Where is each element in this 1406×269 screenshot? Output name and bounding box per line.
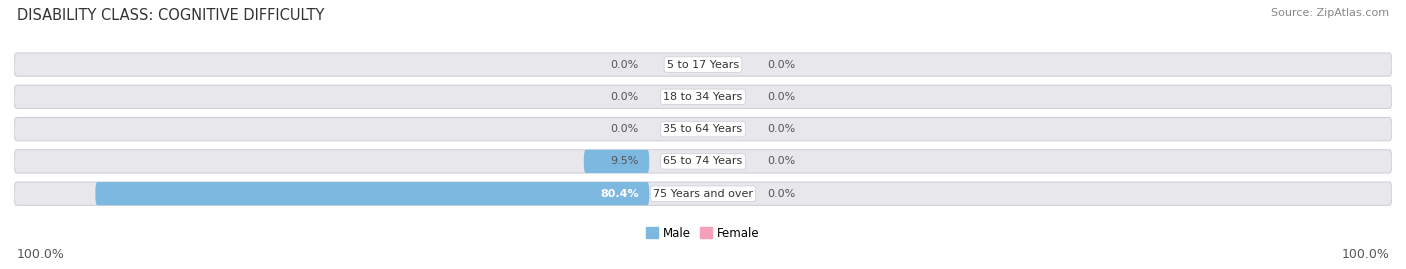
Text: 100.0%: 100.0% [17, 248, 65, 261]
Text: DISABILITY CLASS: COGNITIVE DIFFICULTY: DISABILITY CLASS: COGNITIVE DIFFICULTY [17, 8, 325, 23]
FancyBboxPatch shape [14, 53, 1392, 76]
Text: 100.0%: 100.0% [1341, 248, 1389, 261]
Text: 80.4%: 80.4% [600, 189, 638, 199]
Text: 75 Years and over: 75 Years and over [652, 189, 754, 199]
Legend: Male, Female: Male, Female [641, 222, 765, 244]
Text: 65 to 74 Years: 65 to 74 Years [664, 156, 742, 167]
FancyBboxPatch shape [14, 85, 1392, 108]
FancyBboxPatch shape [14, 182, 1392, 205]
Text: 0.0%: 0.0% [768, 92, 796, 102]
Text: 9.5%: 9.5% [610, 156, 638, 167]
Text: 0.0%: 0.0% [768, 59, 796, 70]
Text: 0.0%: 0.0% [768, 156, 796, 167]
Text: 0.0%: 0.0% [768, 124, 796, 134]
Text: 0.0%: 0.0% [610, 92, 638, 102]
Text: 35 to 64 Years: 35 to 64 Years [664, 124, 742, 134]
Text: Source: ZipAtlas.com: Source: ZipAtlas.com [1271, 8, 1389, 18]
Text: 0.0%: 0.0% [610, 124, 638, 134]
Text: 0.0%: 0.0% [768, 189, 796, 199]
FancyBboxPatch shape [14, 118, 1392, 141]
FancyBboxPatch shape [14, 150, 1392, 173]
Text: 0.0%: 0.0% [610, 59, 638, 70]
FancyBboxPatch shape [96, 182, 650, 205]
FancyBboxPatch shape [583, 150, 650, 173]
Text: 18 to 34 Years: 18 to 34 Years [664, 92, 742, 102]
Text: 5 to 17 Years: 5 to 17 Years [666, 59, 740, 70]
